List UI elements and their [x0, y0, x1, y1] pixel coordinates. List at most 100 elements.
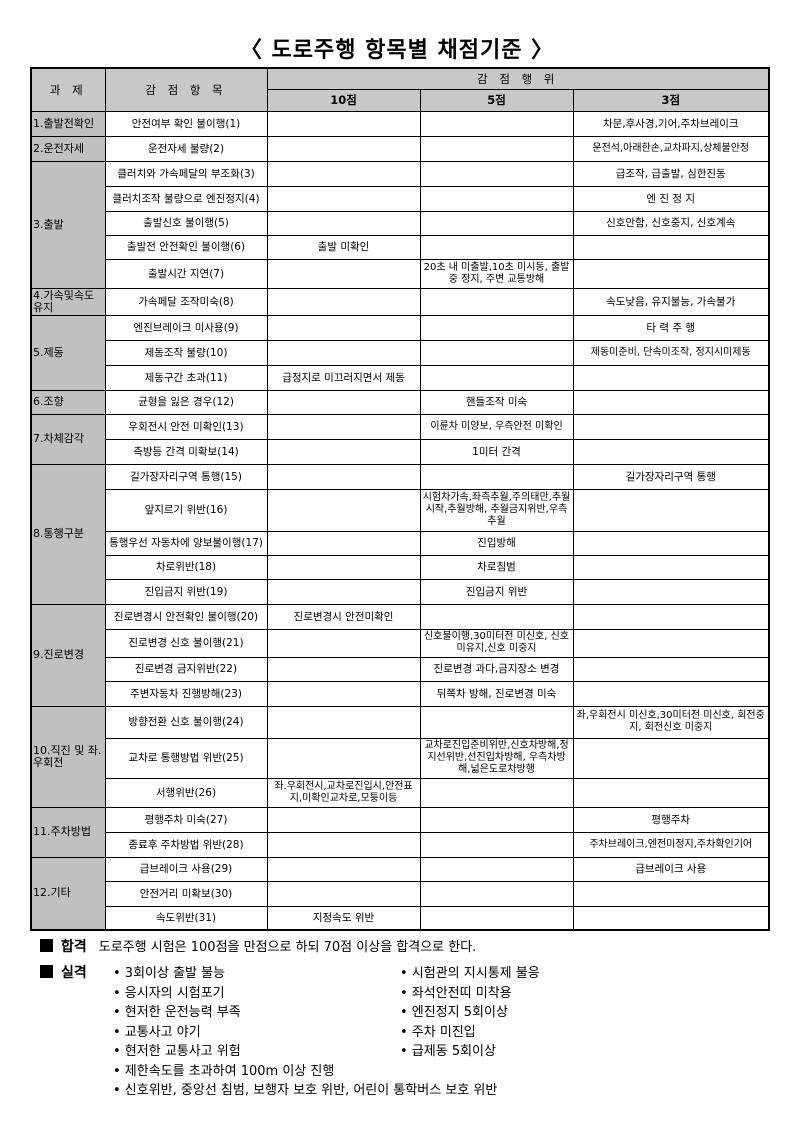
fail-condition: • 교통사고 야기	[113, 1024, 201, 1040]
penalty-10	[266, 628, 421, 658]
task-group: 10.직진 및 좌.우회전	[30, 705, 106, 808]
penalty-10: 진로변경시 안전미확인	[266, 603, 421, 630]
penalty-3	[572, 554, 770, 580]
penalty-10	[266, 806, 421, 833]
penalty-5: 진입방해	[419, 530, 574, 556]
fail-condition: • 응시자의 시험포기	[113, 985, 225, 1001]
penalty-3: 차문,후사경,기어,주차브레이크	[572, 110, 770, 137]
fail-condition: • 좌석안전띠 미착용	[400, 985, 512, 1001]
fail-condition: • 현저한 운전능력 부족	[113, 1005, 241, 1020]
penalty-3	[572, 530, 770, 556]
penalty-3: 급브레이크 사용	[572, 856, 770, 882]
deduction-item: 균형을 잃은 경우(12)	[104, 389, 268, 415]
table-row: 교차로 통행방법 위반(25) 교차로진입준비위반,신호차방해,정지선위반,선진입…	[31, 737, 770, 779]
penalty-10	[266, 287, 421, 316]
deduction-item: 차로위반(18)	[104, 554, 268, 580]
penalty-5: 차로침범	[419, 554, 574, 580]
fail-condition: • 현저한 교통사고 위험	[113, 1044, 241, 1059]
penalty-10: 좌.우회전시,교차로진입시,안전표지,미확인교차로,모퉁이등	[266, 777, 421, 808]
task-group: 2.운전자세	[30, 135, 106, 162]
header-3pts: 3점	[572, 88, 770, 112]
deduction-item: 클러치와 가속페달의 부조화(3)	[104, 160, 268, 187]
table-row: 제동구간 초과(11) 급정지로 미끄러지면서 제동	[31, 364, 770, 391]
penalty-5	[419, 314, 574, 341]
header-10pts: 10점	[266, 88, 421, 112]
penalty-10	[266, 680, 421, 707]
table-row: 속도위반(31) 지정속도 위반	[31, 905, 770, 931]
penalty-3: 운전석,아래한손,교차파지,상체불안정	[572, 135, 770, 162]
penalty-5	[419, 135, 574, 162]
penalty-3	[572, 438, 770, 465]
penalty-5	[419, 160, 574, 187]
penalty-10	[266, 438, 421, 465]
deduction-item: 통행우선 자동차에 양보불이행(17)	[104, 530, 268, 556]
deduction-item: 앞지르기 위반(16)	[104, 488, 268, 532]
table-row: 11.주차방법 평행주차 미숙(27) 평행주차	[30, 806, 770, 858]
penalty-3	[572, 680, 770, 707]
task-group: 8.통행구분	[30, 463, 106, 605]
penalty-10	[266, 530, 421, 556]
fail-condition: • 엔진정지 5회이상	[400, 1005, 508, 1020]
penalty-5: 진로변경 과다,금지장소 변경	[419, 656, 574, 682]
deduction-item: 서행위반(26)	[104, 777, 268, 808]
header-5pts: 5점	[419, 88, 574, 112]
penalty-3: 평행주차	[572, 806, 770, 833]
task-group: 7.차체감각	[30, 413, 106, 465]
square-bullet-icon	[40, 965, 53, 978]
table-row: 1.출발전확인 안전여부 확인 불이행(1) 차문,후사경,기어,주차브레이크	[30, 110, 770, 137]
penalty-10	[266, 210, 421, 236]
penalty-5: 1미터 간격	[419, 438, 574, 465]
table-row: 출발시간 지연(7) 20초 내 미출발,10초 미시동, 출발중 정지, 주변 …	[31, 258, 770, 289]
header-task: 과 제	[30, 67, 106, 112]
task-group: 1.출발전확인	[30, 110, 106, 137]
penalty-10	[266, 656, 421, 682]
deduction-item: 길가장자리구역 통행(15)	[104, 463, 268, 490]
task-group: 5.제동	[30, 314, 106, 391]
header-item: 감 점 항 목	[104, 67, 268, 112]
penalty-3	[572, 905, 770, 931]
penalty-5: 교차로진입준비위반,신호차방해,정지선위반,선진입차방해, 우측차방해,넓은도로…	[419, 737, 574, 779]
penalty-5	[419, 806, 574, 833]
square-bullet-icon	[40, 939, 53, 952]
penalty-5	[419, 603, 574, 630]
penalty-10	[266, 389, 421, 415]
penalty-10	[266, 185, 421, 212]
penalty-10: 지정속도 위반	[266, 905, 421, 931]
table-row: 8.통행구분 길가장자리구역 통행(15) 길가장자리구역 통행	[30, 463, 770, 605]
deduction-item: 속도위반(31)	[104, 905, 268, 931]
deduction-item: 종료후 주차방법 위반(28)	[104, 831, 268, 858]
table-row: 출발전 안전확인 불이행(6) 출발 미확인	[31, 234, 770, 260]
penalty-5	[419, 705, 574, 739]
header-action: 감 점 행 위	[266, 67, 770, 90]
table-row: 종료후 주차방법 위반(28) 주차브레이크,엔전미정지,주차확인기어	[31, 831, 770, 858]
penalty-10: 급정지로 미끄러지면서 제동	[266, 364, 421, 391]
penalty-3	[572, 364, 770, 391]
penalty-3	[572, 413, 770, 440]
penalty-3	[572, 258, 770, 289]
deduction-item: 제동구간 초과(11)	[104, 364, 268, 391]
penalty-10	[266, 554, 421, 580]
penalty-3: 길가장자리구역 통행	[572, 463, 770, 490]
task-group: 4.가속및속도유지	[30, 287, 106, 316]
penalty-5: 20초 내 미출발,10초 미시동, 출발중 정지, 주변 교통방해	[419, 258, 574, 289]
penalty-5	[419, 210, 574, 236]
penalty-3	[572, 234, 770, 260]
page-title: 〈 도로주행 항목별 채점기준 〉	[239, 38, 555, 63]
deduction-item: 출발전 안전확인 불이행(6)	[104, 234, 268, 260]
penalty-10	[266, 339, 421, 366]
penalty-3	[572, 628, 770, 658]
deduction-item: 우회전시 안전 미확인(13)	[104, 413, 268, 440]
table-row: 4.가속및속도유지 가속페달 조작미숙(8) 속도낮음, 유지불능, 가속불가	[30, 287, 770, 316]
table-row: 6.조향 균형을 잃은 경우(12) 핸들조작 미숙	[30, 389, 770, 415]
penalty-3	[572, 488, 770, 532]
penalty-3: 엔 진 정 지	[572, 185, 770, 212]
penalty-3	[572, 880, 770, 907]
fail-condition: • 급제동 5회이상	[400, 1044, 496, 1059]
penalty-3: 급조작, 급출발, 심한진동	[572, 160, 770, 187]
penalty-3: 타 력 주 행	[572, 314, 770, 341]
scoring-table: 과 제 감 점 항 목 감 점 행 위 10점 5점 3점 1.출발전확인 안전여…	[30, 67, 770, 931]
table-row: 7.차체감각 우회전시 안전 미확인(13) 이륜차 미양보, 우측안전 미확인	[30, 413, 770, 465]
penalty-10	[266, 488, 421, 532]
task-group: 9.진로변경	[30, 603, 106, 707]
deduction-item: 클러치조작 불량으로 엔진정지(4)	[104, 185, 268, 212]
